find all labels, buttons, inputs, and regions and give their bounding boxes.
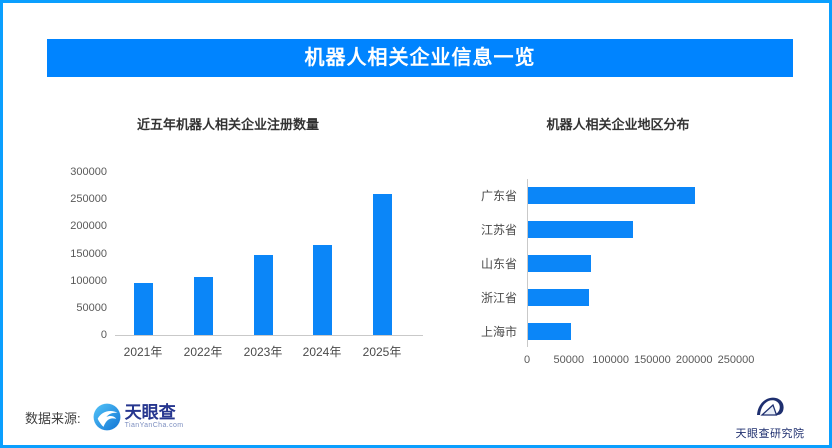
bar-2022年	[193, 277, 213, 335]
data-source-row: 数据来源: 天眼查 TianYanCha.com	[25, 401, 184, 433]
research-institute-logo: 天眼查研究院	[730, 393, 810, 441]
bar-2023年	[253, 254, 273, 335]
y-category-label: 广东省	[480, 189, 517, 203]
bar-山东省	[528, 255, 591, 272]
y-axis-tick-label: 300000	[70, 166, 107, 178]
x-category-label: 2021年	[123, 345, 163, 359]
right-chart-title: 机器人相关企业地区分布	[546, 117, 690, 132]
x-axis-line	[115, 335, 423, 336]
tianyancha-eye-icon	[93, 403, 121, 431]
bar-2021年	[133, 283, 153, 335]
registrations-bar-chart: 0 50000 100000 150000 200000 250000 300000 2021…	[3, 3, 829, 445]
tianyancha-logo-domain: TianYanCha.com	[124, 422, 184, 429]
bar-2024年	[312, 245, 332, 335]
page-title: 机器人相关企业信息一览	[47, 39, 793, 77]
y-axis-line	[527, 179, 528, 347]
y-category-label: 江苏省	[480, 223, 517, 237]
left-chart-title: 近五年机器人相关企业注册数量	[136, 117, 319, 132]
y-axis-tick-label: 50000	[76, 301, 107, 314]
x-axis-tick-label: 250000	[717, 354, 755, 366]
bar-上海市	[528, 323, 572, 340]
y-axis-tick-label: 150000	[70, 247, 107, 260]
x-category-label: 2023年	[243, 345, 283, 359]
data-source-label: 数据来源:	[25, 410, 81, 426]
x-axis-tick-label: 50000	[553, 354, 585, 366]
y-axis-tick-label: 250000	[70, 193, 107, 206]
y-axis-tick-label: 100000	[70, 274, 107, 287]
x-axis-tick-label: 0	[523, 354, 531, 366]
x-category-label: 2024年	[302, 345, 342, 359]
x-category-label: 2025年	[362, 345, 402, 359]
y-category-label: 上海市	[480, 325, 517, 339]
y-axis-tick-label: 200000	[70, 220, 107, 233]
y-category-label: 浙江省	[480, 291, 517, 305]
x-axis-tick-label: 200000	[675, 354, 713, 366]
research-institute-icon	[757, 397, 784, 416]
x-axis-tick-label: 150000	[634, 354, 671, 366]
y-category-label: 山东省	[480, 257, 517, 271]
bar-2025年	[372, 193, 392, 335]
tianyancha-logo-text-block: 天眼查 TianYanCha.com	[125, 404, 184, 430]
region-distribution-bar-chart: 0 50000 100000 150000 200000 250000 广东省江苏省山东省浙…	[3, 3, 829, 445]
y-axis-tick-label: 0	[100, 329, 107, 341]
bar-广东省	[528, 187, 696, 204]
research-institute-name: 天眼查研究院	[735, 428, 805, 440]
bar-浙江省	[528, 289, 590, 306]
bar-江苏省	[528, 221, 634, 238]
tianyancha-logo-name: 天眼查	[124, 403, 176, 422]
tianyancha-logo: 天眼查 TianYanCha.com	[93, 403, 184, 431]
x-axis-tick-label: 100000	[592, 354, 629, 366]
x-category-label: 2022年	[183, 345, 223, 359]
